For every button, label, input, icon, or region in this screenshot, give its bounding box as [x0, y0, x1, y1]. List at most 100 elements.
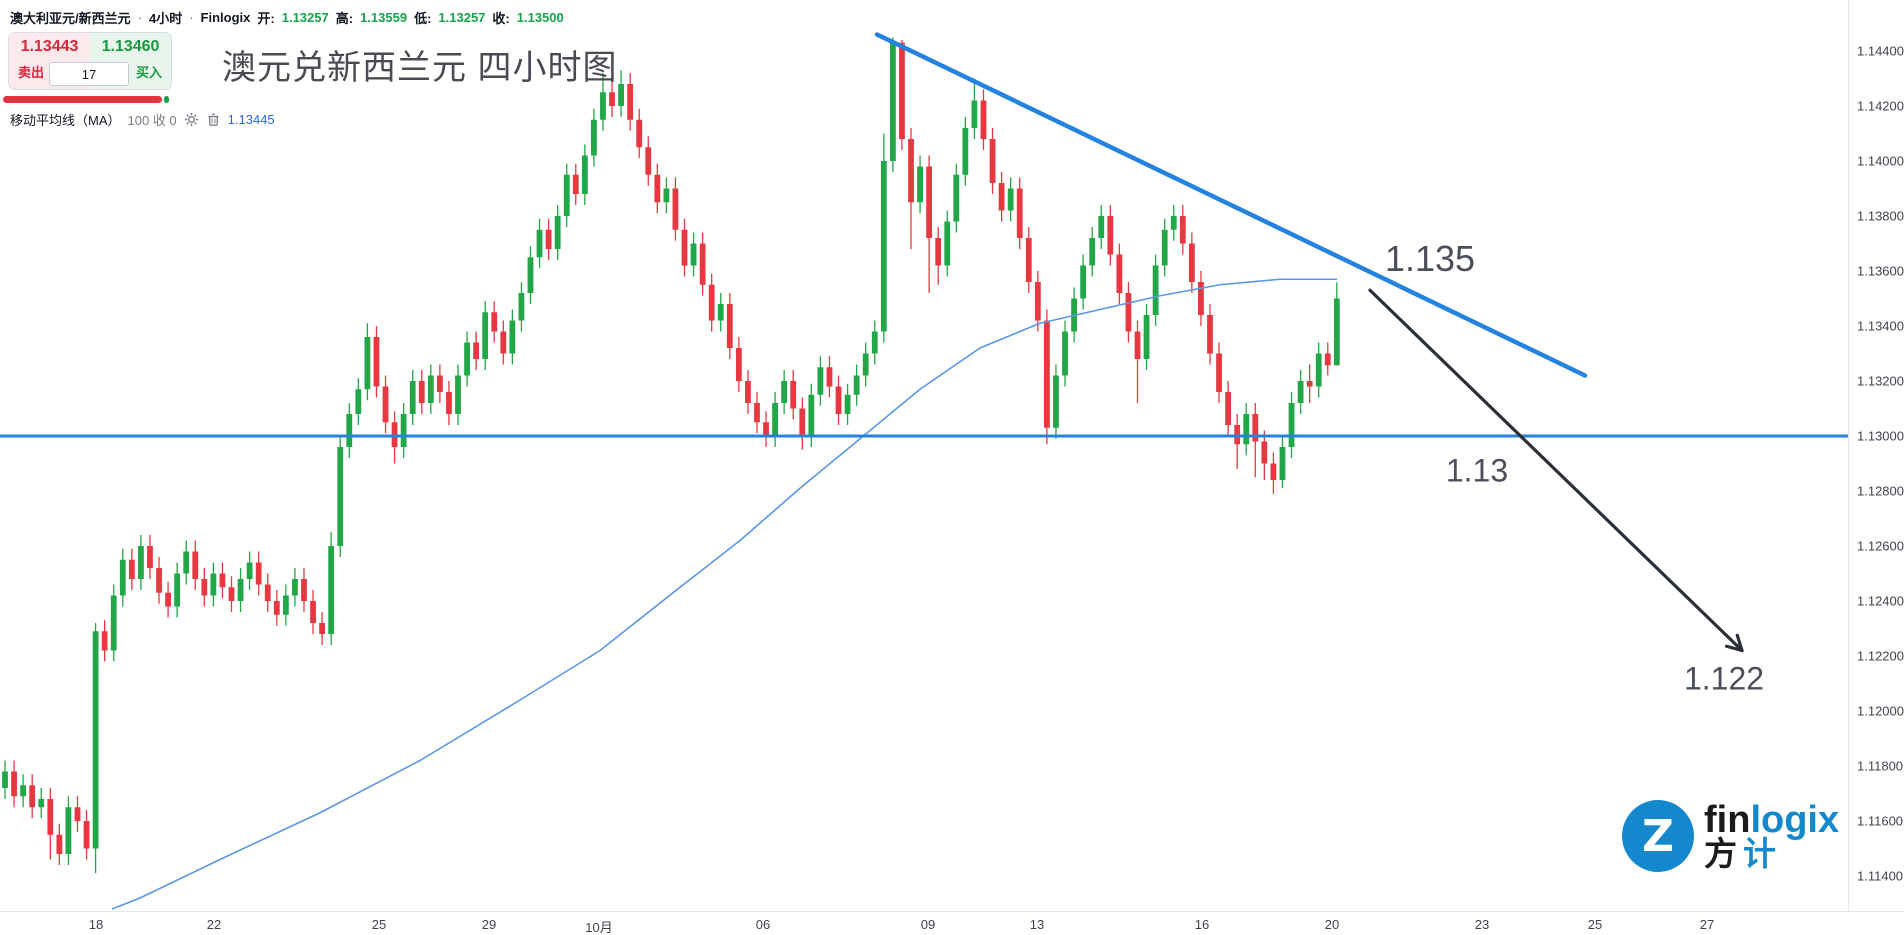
candle-body	[772, 403, 778, 436]
open-value: 1.13257	[281, 10, 329, 25]
time-axis[interactable]: 18 22 25 29 10月 06 09 13 16 20 23 25 27	[0, 911, 1904, 935]
price-tick-label: 1.13400	[1857, 318, 1904, 334]
candle-body	[310, 601, 316, 623]
candle-body	[491, 312, 498, 332]
candle-body	[2, 771, 8, 788]
candle-body	[518, 293, 525, 321]
candle-body	[763, 422, 769, 436]
candle-body	[745, 381, 751, 403]
projection-arrow[interactable]	[1368, 288, 1744, 653]
candle-body	[174, 573, 181, 607]
trash-icon[interactable]	[206, 112, 221, 127]
candle-body	[255, 562, 262, 585]
quantity-input[interactable]	[49, 62, 129, 86]
candle-body	[1053, 375, 1059, 428]
candle-body	[563, 174, 570, 216]
candle-body	[754, 403, 760, 423]
price-tick-label: 1.12400	[1857, 593, 1904, 609]
price-annotation[interactable]: 1.13	[1445, 452, 1509, 489]
candle-body	[156, 568, 162, 593]
open-label: 开:	[257, 11, 275, 26]
gear-icon[interactable]	[184, 112, 199, 127]
candle-body	[1016, 188, 1023, 238]
time-tick-label: 16	[1194, 917, 1210, 932]
logo-logix: logix	[1750, 799, 1840, 842]
candle-body	[1089, 238, 1096, 266]
candle-body	[1116, 254, 1123, 293]
indicator-name[interactable]: 移动平均线（MA）	[10, 113, 121, 128]
candle-body	[1243, 414, 1250, 445]
candle-body	[1297, 381, 1304, 403]
separator-dot: ·	[137, 10, 142, 25]
price-tick-label: 1.12000	[1857, 703, 1904, 719]
candle-body	[192, 551, 199, 579]
candle-body	[1134, 331, 1141, 359]
candle-body	[835, 386, 842, 414]
price-annotation[interactable]: 1.135	[1384, 238, 1476, 279]
candle-body	[147, 546, 153, 568]
candle-body	[1333, 298, 1340, 366]
candle-body	[328, 546, 335, 634]
candle-body	[355, 389, 362, 414]
time-tick-label: 23	[1474, 917, 1490, 932]
logo-z-glyph: Z	[1642, 810, 1674, 862]
interval-label[interactable]: 4小时	[148, 11, 183, 26]
candle-body	[1225, 392, 1231, 425]
candle-body	[455, 375, 461, 414]
candle-body	[572, 174, 579, 194]
candle-body	[609, 92, 615, 106]
candle-body	[382, 386, 389, 423]
candle-body	[554, 216, 561, 249]
time-tick-label: 10月	[585, 920, 613, 935]
finlogix-logo-mark-icon: Z	[1622, 800, 1694, 872]
candle-body	[1062, 331, 1068, 376]
candle-body	[56, 834, 63, 854]
candle-body	[337, 447, 344, 546]
candle-body	[817, 367, 824, 395]
candle-body	[536, 229, 543, 258]
candle-body	[926, 166, 933, 238]
candle-body	[944, 221, 951, 266]
candle-body	[92, 631, 99, 849]
separator-dot: ·	[189, 10, 194, 25]
finlogix-logo: Z finlogix 方计	[1622, 800, 1839, 872]
candle-body	[998, 183, 1005, 211]
symbol-title[interactable]: 澳大利亚元/新西兰元	[10, 11, 131, 26]
candle-body	[1252, 414, 1259, 442]
indicator-legend: 移动平均线（MA） 100 收 0 1.13445	[10, 110, 275, 129]
candle-body	[500, 331, 507, 354]
candle-body	[373, 337, 380, 387]
price-tick-label: 1.13600	[1857, 263, 1904, 279]
candle-body	[110, 595, 117, 651]
candle-body	[799, 408, 806, 436]
candle-body	[237, 579, 244, 601]
candle-body	[935, 238, 942, 266]
candle-body	[826, 367, 833, 387]
candle-body	[663, 188, 670, 203]
candle-body	[627, 84, 634, 120]
candle-body	[853, 375, 860, 395]
candle-body	[264, 584, 271, 601]
candle-body	[38, 799, 45, 808]
provider-label: Finlogix	[200, 10, 251, 25]
price-axis[interactable]: 1.14400 1.14200 1.14000 1.13800 1.13600 1.134…	[1848, 0, 1904, 911]
price-annotation[interactable]: 1.122	[1683, 660, 1765, 697]
candle-body	[871, 331, 878, 354]
candle-body	[1034, 282, 1041, 321]
sell-sentiment-segment	[3, 96, 163, 103]
close-value: 1.13500	[516, 10, 564, 25]
candle-body	[65, 807, 72, 854]
candle-body	[717, 304, 724, 321]
candle-body	[654, 174, 661, 203]
candle-body	[128, 559, 135, 579]
candle-body	[1107, 216, 1114, 255]
candle-body	[899, 42, 905, 139]
candle-body	[282, 595, 289, 615]
time-tick-label: 13	[1029, 917, 1045, 932]
descending-trendline[interactable]	[874, 32, 1588, 378]
price-tick-label: 1.11800	[1857, 758, 1904, 774]
projection-arrowhead	[1735, 633, 1744, 653]
candle-body	[29, 785, 36, 808]
projection-arrowhead	[1724, 644, 1744, 653]
